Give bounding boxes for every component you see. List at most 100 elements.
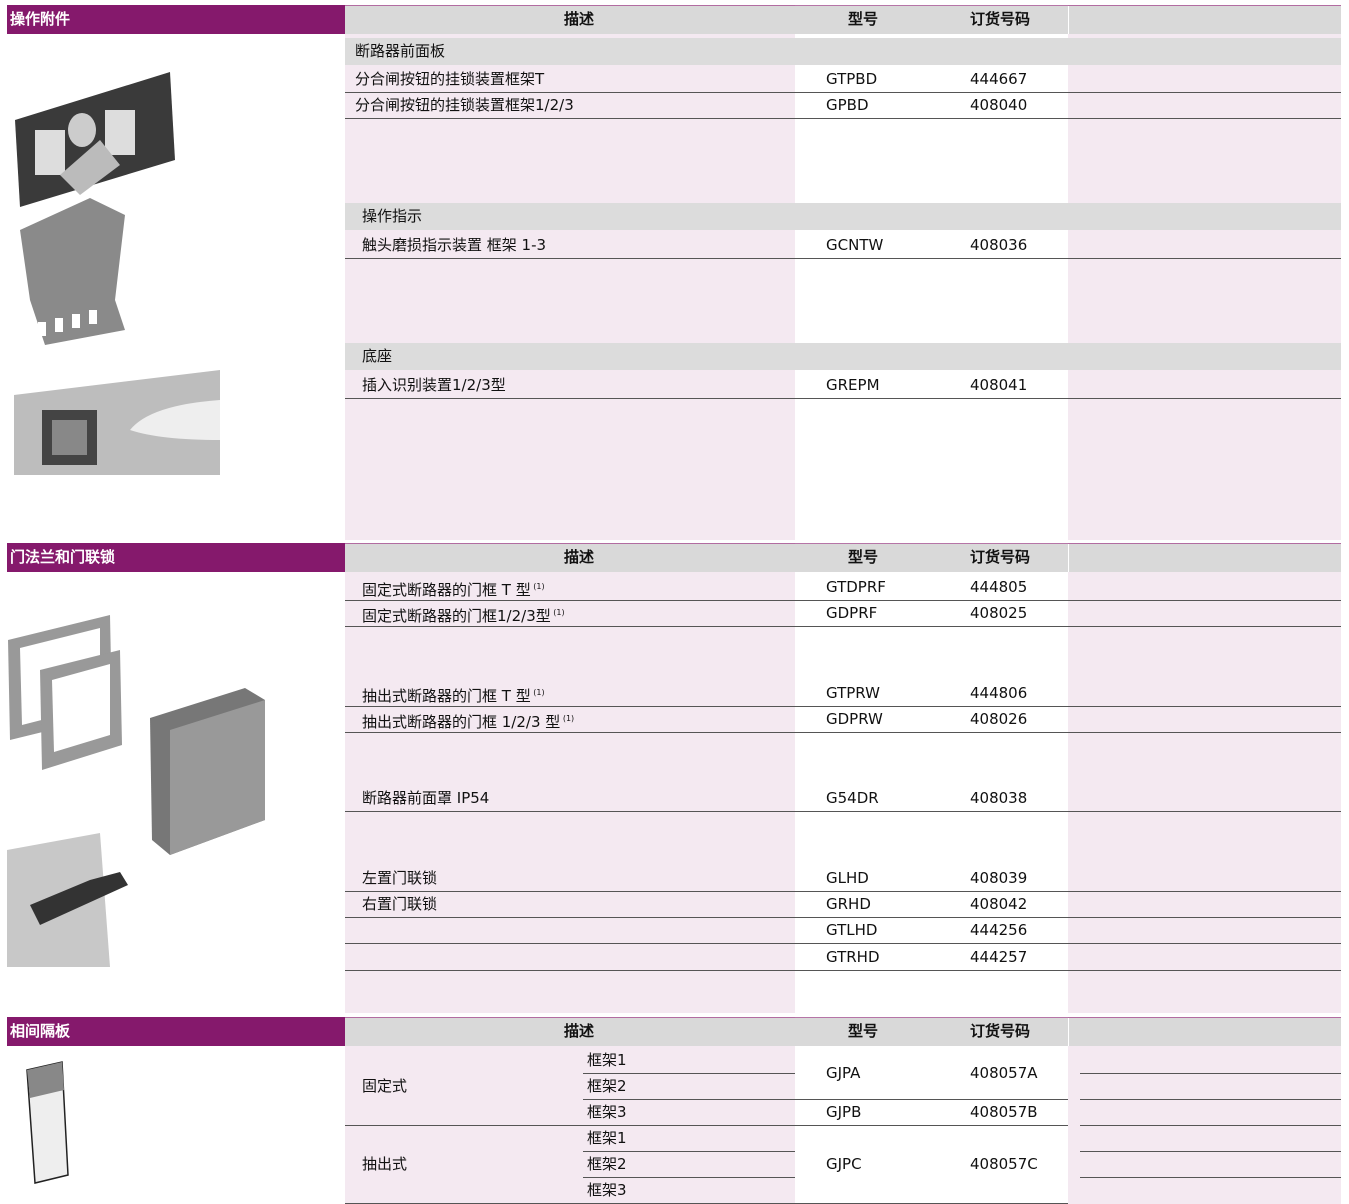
row-rule [345,118,1341,119]
row-rule [345,398,1341,399]
description: 抽出式断路器的门框 T 型 (1) [362,687,545,705]
frame: 框架1 [587,1129,627,1147]
group-name: 底座 [362,347,393,365]
row-rule [583,1151,795,1152]
footnote-ref: (1) [530,582,545,591]
group-name: 抽出式 [362,1155,408,1173]
frame: 框架2 [587,1155,627,1173]
front-panel-image [15,72,175,207]
cover-image [150,688,265,855]
model: GRHD [826,895,871,913]
model: GTPRW [826,684,880,702]
header-bar [345,6,1341,34]
order-no: 408040 [970,96,1028,114]
model: GCNTW [826,236,884,254]
model: GREPM [826,376,880,394]
header-model: 型号 [847,548,878,566]
column-bg [1068,5,1341,540]
row-rule [795,1125,1068,1126]
row-rule [345,970,1341,971]
row-rule [1080,1151,1341,1152]
section-title-bar [7,543,345,572]
section-title: 操作附件 [10,10,71,28]
order-no: 444805 [970,578,1028,596]
order-no: 408036 [970,236,1028,254]
description: 插入识别装置1/2/3型 [362,376,506,394]
header-divider [1068,1018,1069,1046]
header-order-no: 订货号码 [969,548,1030,566]
partition-image [26,1061,69,1184]
order-no: 408041 [970,376,1028,394]
row-rule [345,706,1341,707]
model: GTLHD [826,921,878,939]
row-rule [1080,1073,1341,1074]
header-order-no: 订货号码 [969,1022,1030,1040]
group-bar [345,343,1341,370]
description: 分合闸按钮的挂锁装置框架1/2/3 [355,96,574,114]
column-bg [345,5,795,540]
footnote-ref: (1) [550,608,565,617]
description: 左置门联锁 [362,869,438,887]
row-rule [345,917,1341,918]
column-bg [1068,543,1341,1013]
group-name: 操作指示 [362,207,423,225]
column-bg [345,543,795,1013]
description: 断路器前面罩 IP54 [362,789,490,807]
header-divider [1068,544,1069,572]
model: GTRHD [826,948,880,966]
illustrations [7,72,265,1184]
order-no: 408057C [970,1155,1038,1173]
model: GJPC [826,1155,862,1173]
description: 触头磨损指示装置 框架 1-3 [362,236,547,254]
row-rule [345,891,1341,892]
group-bar [345,38,1341,65]
interlock-image [7,833,128,967]
group-name: 固定式 [362,1077,408,1095]
order-no: 444806 [970,684,1028,702]
frame: 框架3 [587,1181,627,1199]
row-rule [583,1073,795,1074]
order-no: 408039 [970,869,1028,887]
description: 固定式断路器的门框1/2/3型 (1) [362,607,565,625]
base-image [14,370,220,475]
frame: 框架3 [587,1103,627,1121]
model: GJPA [826,1064,861,1082]
order-no: 408038 [970,789,1028,807]
door-frame-image [8,615,122,770]
description: 固定式断路器的门框 T 型 (1) [362,581,545,599]
model: GPBD [826,96,869,114]
row-rule [1080,1099,1341,1100]
order-no: 408025 [970,604,1028,622]
row-rule [583,1099,795,1100]
column-bg [1068,1017,1341,1204]
order-no: 408057B [970,1103,1038,1121]
row-rule [345,92,1341,93]
row-rule [1080,1177,1341,1178]
row-rule [1080,1125,1341,1126]
description: 抽出式断路器的门框 1/2/3 型 (1) [362,713,575,731]
order-no: 444667 [970,70,1028,88]
section-title: 门法兰和门联锁 [10,548,116,566]
row-rule [345,258,1341,259]
indicator-image [20,198,125,345]
header-divider [1068,6,1069,34]
row-rule [345,626,1341,627]
description: 分合闸按钮的挂锁装置框架T [355,70,545,88]
section-title-bar [7,5,345,34]
model: GJPB [826,1103,862,1121]
row-rule [345,600,1341,601]
header-description: 描述 [563,10,594,28]
model: GDPRW [826,710,883,728]
row-rule [795,1099,1068,1100]
footnote-ref: (1) [560,714,575,723]
model: GTDPRF [826,578,886,596]
group-bar [345,203,1341,230]
header-model: 型号 [847,1022,878,1040]
header-description: 描述 [563,1022,594,1040]
header-bar [345,1018,1341,1046]
model: GLHD [826,869,869,887]
model: GDPRF [826,604,878,622]
row-rule [345,1125,795,1126]
order-no: 408057A [970,1064,1038,1082]
